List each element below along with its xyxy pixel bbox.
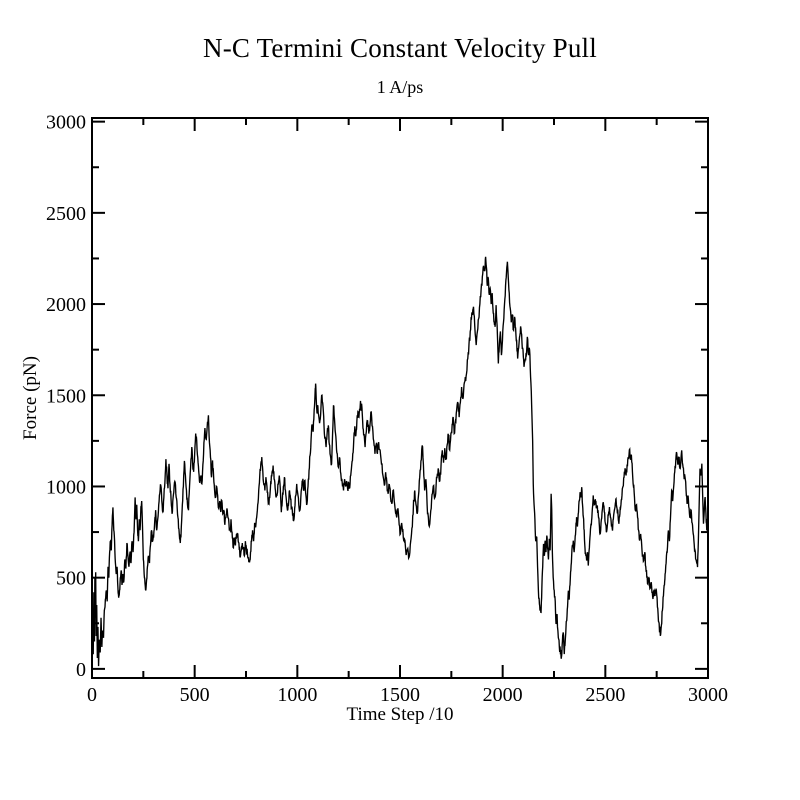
plot-frame [91,117,709,679]
x-tick-label: 500 [180,684,210,706]
y-tick-label: 2000 [46,294,86,316]
y-tick-label: 1000 [46,476,86,498]
x-tick-labels: 0 500 1000 1500 2000 2500 3000 [87,684,728,706]
y-tick-labels: 0 500 1000 1500 2000 2500 3000 [46,112,86,681]
y-tick-label: 0 [76,659,86,681]
chart-title: N-C Termini Constant Velocity Pull [203,33,597,63]
y-tick-label: 2500 [46,203,86,225]
x-tick-label: 0 [87,684,97,706]
x-tick-label: 1000 [277,684,317,706]
axis-ticks [91,118,709,678]
x-tick-label: 1500 [380,684,420,706]
x-tick-label: 3000 [688,684,728,706]
y-tick-label: 3000 [46,112,86,134]
force-trace [91,256,709,667]
y-tick-label: 1500 [46,385,86,407]
x-tick-label: 2500 [585,684,625,706]
x-axis-label: Time Step /10 [346,704,454,725]
chart-subtitle: 1 A/ps [376,77,424,97]
y-tick-label: 500 [56,568,86,590]
x-tick-label: 2000 [483,684,523,706]
